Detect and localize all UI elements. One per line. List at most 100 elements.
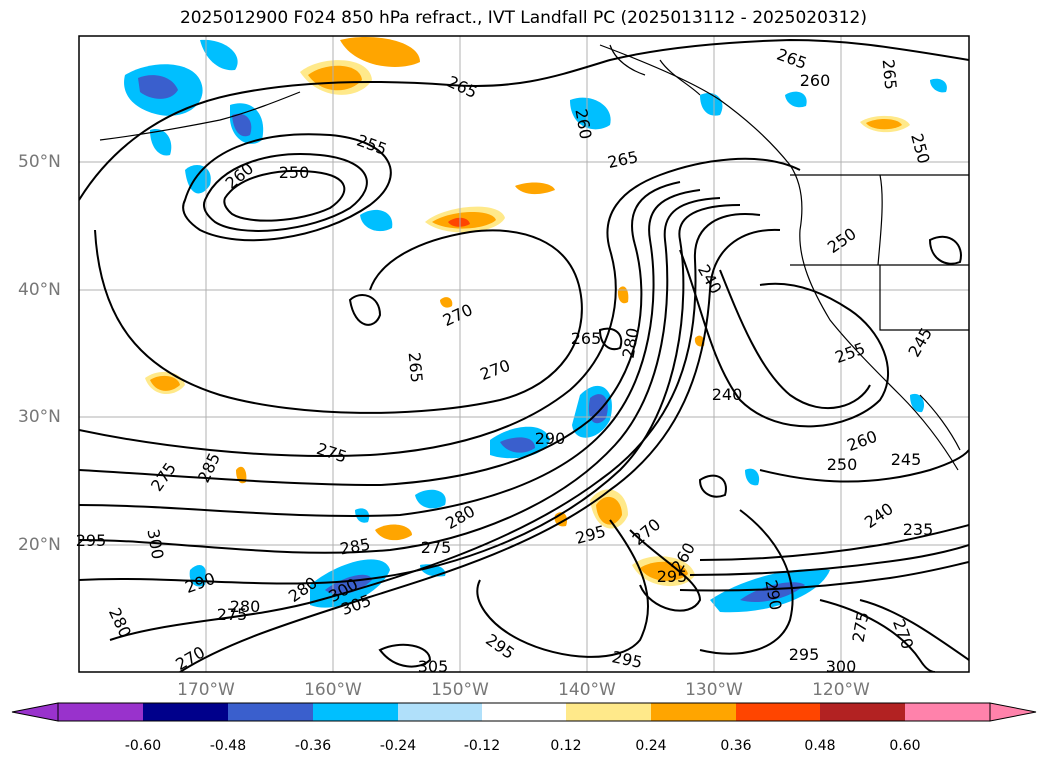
contour-label: 275 [421,538,452,557]
negative-patch [138,75,178,99]
colorbar-tick-label: -0.12 [463,738,501,754]
contour-label: 255 [833,339,868,367]
colorbar-tick-label: 0.48 [804,738,836,754]
colorbar-swatch [736,703,820,721]
contour-label: 295 [76,531,107,550]
positive-patch [448,217,470,227]
contour-label: 265 [571,329,602,348]
colorbar-tick-label: 0.12 [550,738,582,754]
lon-label: 160°W [304,680,362,700]
contour-label: 270 [889,617,917,652]
lon-label: 150°W [431,680,489,700]
map-frame [78,35,970,673]
lat-label: 50°N [18,152,61,172]
lat-label: 30°N [18,407,61,427]
positive-patch [440,297,453,308]
contour-label: 295 [789,645,820,664]
contour-label: 245 [891,450,922,469]
contour-label: 295 [657,567,688,586]
shaded-field [124,36,947,613]
lon-label: 170°W [177,680,235,700]
colorbar-tick-label: -0.60 [124,738,162,754]
contour-label: 265 [879,58,901,90]
contour-label: 240 [861,499,897,532]
contour-label: 265 [606,147,640,172]
contour-label: 275 [147,459,180,495]
positive-patch [596,496,622,525]
colorbar-tick-label: 0.24 [635,738,667,754]
contour-label: 240 [712,385,743,404]
contour-label: 290 [183,569,218,597]
contour-label: 305 [418,657,449,676]
contour-label: 280 [230,597,261,616]
negative-patch [570,97,611,130]
lon-label: 120°W [812,680,870,700]
contour-label: 270 [478,356,513,384]
negative-patch [150,129,172,156]
colorbar-swatch [143,703,228,721]
negative-patch [785,91,807,108]
negative-patch [232,113,252,137]
contour-label: 270 [629,515,665,549]
lon-label: 130°W [685,680,743,700]
negative-patch [415,489,446,509]
contour-label: 260 [571,107,595,140]
positive-patch [340,36,420,67]
negative-patch [740,582,805,603]
colorbar-swatch [651,703,736,721]
contour-label: 295 [610,647,644,672]
colorbar-swatch [820,703,905,721]
colorbar-tick-label: 0.36 [720,738,752,754]
negative-patch [360,209,393,232]
contour-label: 275 [314,439,349,467]
contour-label: 250 [279,163,310,182]
negative-patch [200,39,238,71]
coastlines [99,44,969,471]
contour-label: 285 [194,450,224,486]
negative-patch [910,393,925,413]
contour-label: 280 [105,605,135,641]
contour-label: 250 [827,455,858,474]
contour-label: 260 [845,427,880,455]
contour-label: 235 [903,520,934,539]
contour-label: 265 [444,72,480,102]
contour-label: 295 [573,522,607,548]
contour-label: 300 [826,657,857,676]
positive-patch [640,561,688,581]
contour-label: 260 [800,71,831,90]
lat-label: 40°N [18,280,61,300]
colorbar-swatch [566,703,651,721]
positive-patch [150,375,180,391]
colorbar-frame [57,702,991,722]
negative-patch [500,437,535,453]
contour-label: 265 [405,351,427,383]
colorbar-extend-low [11,702,59,722]
contour-label: 275 [849,610,873,643]
map-title: 2025012900 F024 850 hPa refract., IVT La… [179,8,867,28]
contour-label: 265 [774,45,809,73]
negative-patch [700,92,723,116]
contour-label: 250 [824,224,860,257]
positive-patch [375,524,412,541]
colorbar-swatch [228,703,313,721]
colorbar-tick-label: -0.24 [379,738,417,754]
colorbar-swatch [398,703,482,721]
negative-patch [745,468,760,486]
contour-label: 295 [482,630,518,663]
colorbar [11,702,1037,722]
lat-label: 20°N [18,535,61,555]
contour-label: 285 [338,535,371,559]
positive-patch [515,182,555,195]
contours [79,38,969,672]
contour-label: 300 [143,527,167,560]
colorbar-extend-high [989,702,1037,722]
positive-patch [866,119,902,130]
contour-label: 240 [694,261,726,297]
colorbar-swatch [905,703,990,721]
colorbar-tick-label: -0.48 [209,738,247,754]
colorbar-swatch [482,703,566,721]
lon-label: 140°W [558,680,616,700]
contour-label: 250 [907,131,933,165]
colorbar-swatch [58,703,143,721]
